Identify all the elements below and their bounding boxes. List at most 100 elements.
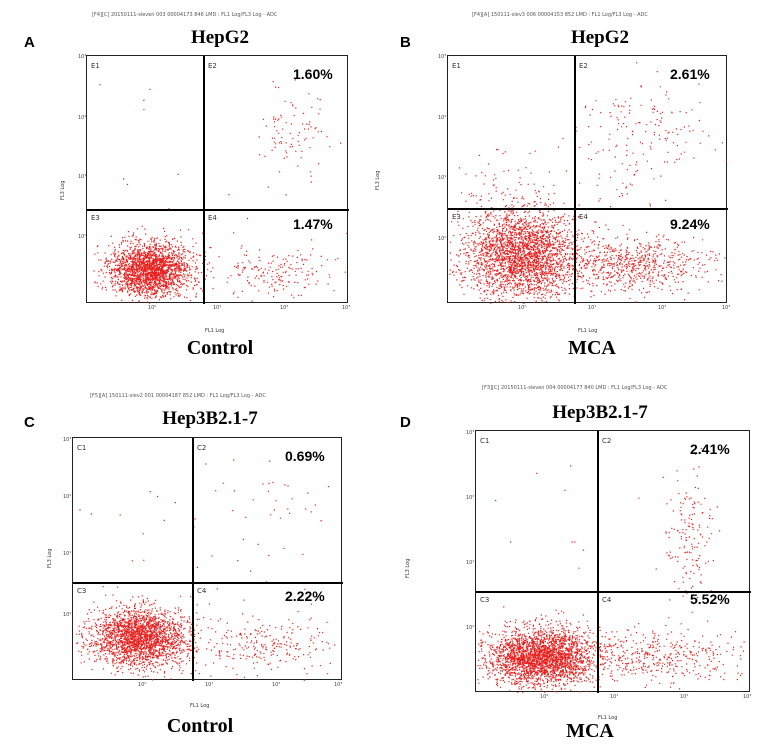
quadrant-label: E3 <box>91 214 100 222</box>
x-axis-label: FL1 Log <box>598 715 618 721</box>
y-axis-label: FL3 Log <box>60 180 66 200</box>
x-tick-label: 10³ <box>722 305 731 311</box>
quadrant-gate-vertical <box>192 438 194 681</box>
quadrant-label: E4 <box>208 214 217 222</box>
y-axis-label: FL3 Log <box>375 170 381 190</box>
percentage-lower-right: 5.52% <box>690 591 730 607</box>
x-tick-label: 10² <box>680 694 689 700</box>
x-tick-label: 10⁰ <box>540 694 549 700</box>
condition-label: MCA <box>568 337 616 359</box>
scatter-plot: E1 E2 E3 E4 1.60% 1.47% <box>86 55 349 304</box>
y-tick-label: 10² <box>438 115 447 121</box>
x-tick-label: 10² <box>272 682 281 688</box>
quadrant-label: E2 <box>208 62 217 70</box>
x-axis-label: FL1 Log <box>190 703 210 709</box>
panel-header: [F4][A] 150111-slev3 006 00004153 852 LM… <box>472 12 648 18</box>
panel-header: [F5][A] 150111-slev2 001 00004187 852 LM… <box>90 393 266 399</box>
x-axis-label: FL1 Log <box>205 328 225 334</box>
percentage-upper-right: 1.60% <box>293 66 333 82</box>
y-tick-label: 10⁰ <box>466 625 475 631</box>
x-tick-label: 10² <box>658 305 667 311</box>
event-cloud <box>93 79 348 304</box>
y-tick-label: 10² <box>63 494 72 500</box>
percentage-upper-right: 0.69% <box>285 448 325 464</box>
x-tick-label: 10¹ <box>610 694 619 700</box>
y-axis-label: FL3 Log <box>47 548 53 568</box>
y-tick-label: 10³ <box>78 54 87 60</box>
y-tick-label: 10¹ <box>63 551 72 557</box>
chart-title: HepG2 <box>190 27 250 48</box>
percentage-lower-right: 2.22% <box>285 588 325 604</box>
x-tick-label: 10⁰ <box>138 682 147 688</box>
quadrant-gate-horizontal <box>448 208 728 210</box>
condition-label: MCA <box>566 720 614 742</box>
quadrant-label: E3 <box>452 213 461 221</box>
quadrant-label: C1 <box>480 437 490 445</box>
x-tick-label: 10⁰ <box>518 305 527 311</box>
quadrant-label: C1 <box>77 444 87 452</box>
quadrant-label: C4 <box>197 587 207 595</box>
y-tick-label: 10³ <box>438 54 447 60</box>
percentage-upper-right: 2.61% <box>670 66 710 82</box>
y-tick-label: 10⁰ <box>438 236 447 242</box>
scatter-svg <box>93 79 348 304</box>
quadrant-gate-vertical <box>597 431 599 693</box>
chart-title: HepG2 <box>570 27 630 48</box>
panel-letter: A <box>24 34 35 51</box>
chart-title: Hep3B2.1-7 <box>162 408 258 429</box>
percentage-upper-right: 2.41% <box>690 441 730 457</box>
quadrant-gate-vertical <box>203 56 205 304</box>
percentage-lower-right: 9.24% <box>670 216 710 232</box>
y-axis-label: FL3 Log <box>405 558 411 578</box>
panel-header: [F3][C] 20150111-sleven 004 00004177 840… <box>482 385 668 391</box>
panel-header: [F4][C] 20150111-sleven 003 00004173 846… <box>92 12 278 18</box>
y-tick-label: 10⁰ <box>78 234 87 240</box>
quadrant-label: C2 <box>602 437 612 445</box>
x-axis-label: FL1 Log <box>578 328 598 334</box>
scatter-plot: C1 C2 C3 C4 2.41% 5.52% <box>475 430 751 693</box>
percentage-lower-right: 1.47% <box>293 216 333 232</box>
y-tick-label: 10⁰ <box>63 612 72 618</box>
quadrant-label: E4 <box>579 213 588 221</box>
quadrant-label: E1 <box>91 62 100 70</box>
scatter-plot: C1 C2 C3 C4 0.69% 2.22% <box>72 437 343 681</box>
y-tick-label: 10² <box>466 495 475 501</box>
x-tick-label: 10⁰ <box>148 305 157 311</box>
condition-label: Control <box>186 337 254 359</box>
quadrant-gate-vertical <box>574 56 576 304</box>
y-tick-label: 10² <box>78 115 87 121</box>
x-tick-label: 10³ <box>342 305 351 311</box>
x-tick-label: 10¹ <box>588 305 597 311</box>
quadrant-label: C2 <box>197 444 207 452</box>
panel-letter: C <box>24 414 35 431</box>
event-cloud <box>477 447 745 693</box>
x-tick-label: 10¹ <box>205 682 214 688</box>
x-tick-label: 10² <box>280 305 289 311</box>
quadrant-label: E1 <box>452 62 461 70</box>
quadrant-gate-horizontal <box>73 582 343 584</box>
y-tick-label: 10¹ <box>466 560 475 566</box>
chart-title: Hep3B2.1-7 <box>552 402 648 423</box>
scatter-plot: E1 E2 E3 E4 2.61% 9.24% <box>447 55 728 304</box>
y-tick-label: 10³ <box>63 437 72 443</box>
condition-label: Control <box>166 715 234 737</box>
quadrant-label: C3 <box>480 596 490 604</box>
x-tick-label: 10³ <box>743 694 752 700</box>
quadrant-label: C3 <box>77 587 87 595</box>
panel-letter: B <box>400 34 411 51</box>
quadrant-gate-horizontal <box>476 591 751 593</box>
scatter-svg <box>76 459 336 681</box>
x-tick-label: 10¹ <box>213 305 222 311</box>
y-tick-label: 10¹ <box>78 174 87 180</box>
quadrant-label: C4 <box>602 596 612 604</box>
panel-letter: D <box>400 414 411 431</box>
x-tick-label: 10³ <box>334 682 343 688</box>
y-tick-label: 10¹ <box>438 175 447 181</box>
event-cloud <box>449 62 727 304</box>
event-cloud <box>76 459 336 681</box>
y-tick-label: 10³ <box>466 430 475 436</box>
quadrant-gate-horizontal <box>87 209 349 211</box>
quadrant-label: E2 <box>579 62 588 70</box>
scatter-svg <box>477 447 745 693</box>
scatter-svg <box>449 62 727 304</box>
